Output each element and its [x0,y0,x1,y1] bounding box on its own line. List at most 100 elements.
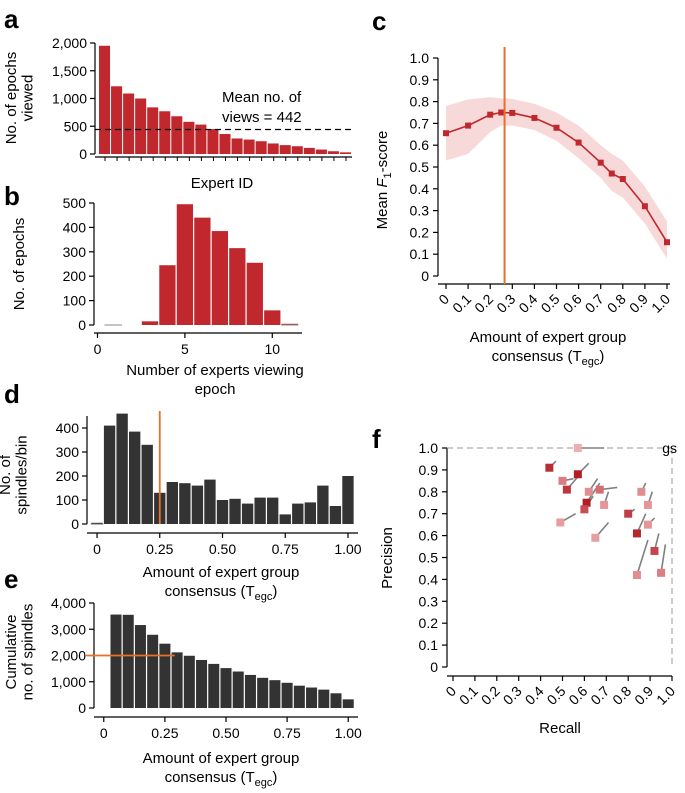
y-axis-label: No. of epochsviewed [3,52,37,145]
y-tick-label: 1,000 [51,674,86,690]
x-axis-label-close: ) [272,769,277,786]
bar [315,149,327,154]
bar [208,663,220,708]
bar [243,139,255,154]
bar [171,116,183,154]
x-axis-label-line1: Amount of expert group [143,750,300,767]
bar [229,498,241,524]
y-tick-label: 2,000 [52,35,87,51]
bar [159,265,176,325]
y-axis-label: Cumulativeno. of spindles [3,604,37,701]
bar [110,614,122,708]
x-tick-label: 0.5 [544,683,569,708]
y-tick-label: 0.7 [419,506,439,522]
x-axis-label-line1: Number of experts viewing [126,362,304,379]
y-tick-label: 1,000 [52,91,87,107]
x-axis-label-sub: egc [255,777,273,789]
y-axis-label: No. of epochs [11,218,28,311]
y-tick-label: 500 [64,118,88,134]
panel-letter-e: e [4,564,18,594]
x-tick-label: 1.0 [648,291,673,316]
x-tick-label: 0.6 [565,683,590,708]
y-tick-label: 0.4 [410,181,430,197]
y-tick-label: 0.6 [410,137,430,153]
y-tick-label: 200 [63,268,87,284]
bar [318,689,330,708]
bar [194,217,211,325]
y-tick-label: 0.2 [419,615,439,631]
scorer-point [591,533,600,542]
panel-e: 0 1,000 2,000 3,000 4,000 0 0.25 0.50 0.75 1.00 Am… [3,595,362,789]
f1-point [619,175,626,182]
bar [291,146,303,154]
bar [304,502,316,524]
bar [141,321,159,325]
bar [207,129,219,154]
bar [183,121,195,154]
bar [111,86,123,154]
bar [257,677,269,708]
x-tick-label: 0 [94,341,102,357]
f1-point [465,122,472,129]
y-tick-label: 500 [63,195,87,211]
y-axis-label: Precision [379,527,396,589]
bar [329,506,342,524]
y-axis-label-line: viewed [19,75,36,122]
bar [123,93,135,154]
panel-letter-c: c [372,6,386,36]
f1-point [575,139,582,146]
mean-annotation-line2: views = 442 [222,109,302,126]
bar [171,652,183,708]
x-tick-label: 0.6 [560,291,585,316]
y-tick-label: 0 [79,146,87,162]
bar [183,655,195,708]
bar [306,687,318,708]
x-axis-label-close: ) [272,583,277,600]
scorer-point [573,444,582,452]
bar [264,310,281,325]
x-tick-label: 10 [264,341,280,357]
bar [330,693,342,708]
bar [339,152,351,154]
scorer-point [573,470,582,479]
y-axis-label-line: spindles/bin [13,435,30,514]
bar [129,431,141,524]
y-tick-label: 1,500 [52,63,87,79]
shift-line [636,539,649,576]
bar [267,497,279,524]
x-tick-label: 0.7 [582,291,607,316]
x-tick-label: 0.9 [631,683,656,708]
y-tick-label: 0.3 [410,203,430,219]
y-tick-label: 1.0 [419,440,439,456]
x-tick-label: 0.8 [609,683,634,708]
f1-point [664,239,670,246]
x-axis-label-line2: consensus (Tegc) [492,348,605,368]
y-axis-label-suffix: -score [374,131,391,173]
x-axis-label-text: consensus (T [165,583,255,600]
y-axis-label-line: No. of epochs [11,218,28,311]
f1-point [531,114,538,121]
x-axis-label-line1: Amount of expert group [470,329,627,346]
bar [216,500,229,524]
y-tick-label: 0.9 [410,72,430,88]
x-tick-label: 0.5 [538,291,563,316]
panel-d: 0 100 200 300 400 0 0.25 0.50 0.75 1.00 Amount of … [0,411,362,603]
bar [255,141,267,154]
x-tick-label: 0.4 [515,291,540,316]
x-tick-label: 1.00 [334,541,361,557]
x-axis-label-line2: epoch [195,381,236,398]
panel-letter-f: f [372,424,381,454]
y-tick-label: 400 [63,219,87,235]
y-axis-label-sub: 1 [382,172,394,178]
y-tick-label: 0.5 [419,550,439,566]
bar [279,514,291,524]
y-tick-label: 0 [78,700,86,716]
x-tick-label: 0.25 [146,541,173,557]
bar [134,625,146,708]
x-axis-label: Recall [539,720,581,737]
x-tick-label: 1.00 [335,725,362,741]
y-axis-label-line: No. of epochs [3,52,20,145]
confidence-band [446,97,667,259]
f1-point [641,203,648,210]
